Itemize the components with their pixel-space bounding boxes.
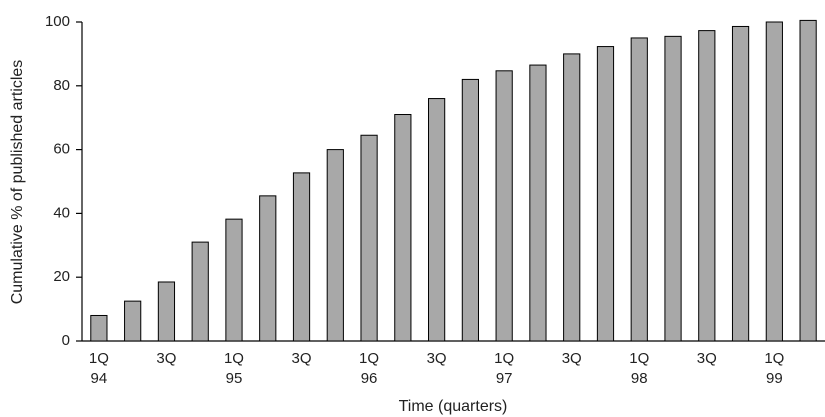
- bar: [428, 98, 446, 342]
- x-tick-label: 97: [496, 370, 513, 387]
- bar: [698, 30, 716, 342]
- bar: [292, 172, 311, 342]
- bar: [225, 218, 243, 342]
- bar: [157, 281, 176, 342]
- y-tick-label: 100: [45, 13, 70, 30]
- x-tick-label: 3Q: [562, 350, 582, 367]
- x-tick-label: 1Q: [224, 350, 244, 367]
- bar: [731, 25, 750, 342]
- bar: [664, 35, 682, 342]
- x-tick-label: 1Q: [494, 350, 514, 367]
- x-tick-label: 3Q: [292, 350, 312, 367]
- x-tick-label: 1Q: [359, 350, 379, 367]
- x-tick-label: 99: [766, 370, 783, 387]
- x-tick-label: 1Q: [629, 350, 649, 367]
- bar: [90, 314, 108, 342]
- bar: [799, 19, 817, 342]
- bar: [765, 21, 783, 342]
- x-tick-label: 1Q: [89, 350, 109, 367]
- bar: [596, 46, 615, 342]
- y-tick-label: 40: [53, 204, 70, 221]
- y-tick-label: 60: [53, 141, 70, 158]
- bar: [124, 300, 142, 342]
- y-tick-label: 80: [53, 77, 70, 94]
- bar: [191, 241, 209, 342]
- bar: [259, 195, 277, 342]
- x-tick-label: 3Q: [427, 350, 447, 367]
- y-axis-label: Cumulative % of published articles: [9, 60, 26, 305]
- bar: [461, 78, 479, 342]
- x-tick-label: 96: [361, 370, 378, 387]
- bar: [326, 149, 344, 342]
- x-tick-label: 94: [91, 370, 108, 387]
- bar: [563, 53, 581, 342]
- x-tick-label: 3Q: [697, 350, 717, 367]
- y-tick-label: 20: [53, 268, 70, 285]
- x-tick-label: 98: [631, 370, 648, 387]
- x-axis-label: Time (quarters): [399, 398, 508, 415]
- bar: [495, 70, 513, 342]
- bar: [529, 64, 547, 342]
- x-tick-label: 3Q: [156, 350, 176, 367]
- y-tick-label: 0: [62, 332, 70, 349]
- bar: [360, 134, 378, 342]
- bar: [630, 37, 648, 342]
- x-tick-label: 95: [226, 370, 243, 387]
- bar: [394, 114, 412, 342]
- x-tick-label: 1Q: [764, 350, 784, 367]
